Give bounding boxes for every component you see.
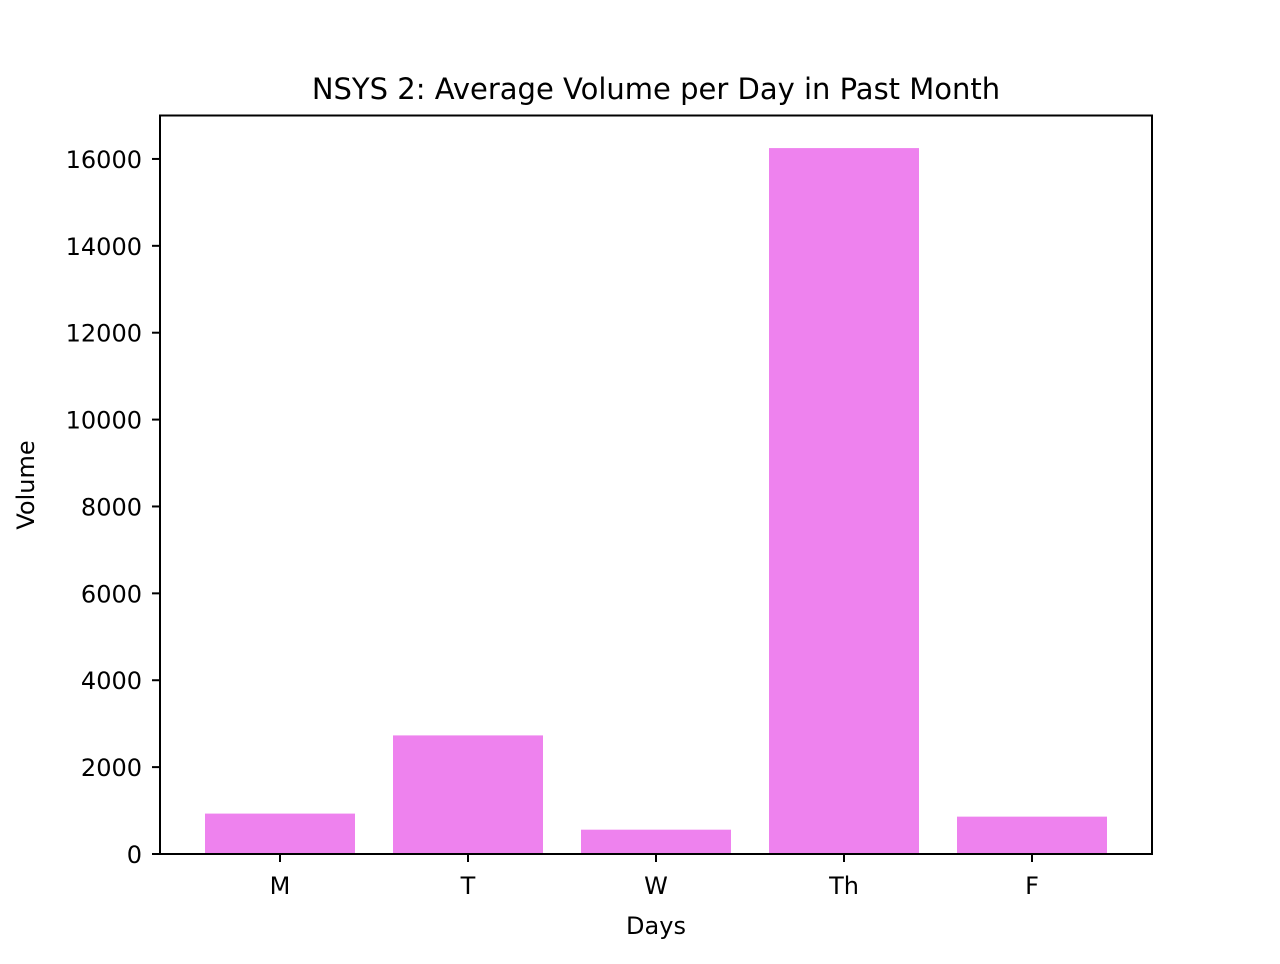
x-tick-label: M: [270, 872, 291, 900]
bar-Th: [769, 148, 919, 855]
y-tick-label: 12000: [66, 320, 142, 348]
y-tick-label: 2000: [81, 754, 142, 782]
y-tick-label: 10000: [66, 407, 142, 435]
bar-W: [581, 829, 731, 854]
y-tick-label: 6000: [81, 580, 142, 608]
x-tick-label: W: [644, 872, 668, 900]
x-axis-label: Days: [626, 912, 686, 940]
y-axis-label: Volume: [12, 440, 40, 529]
ticks-layer: M T W Th F 0 2000 4000 6000 8000 10000 12000 14000 16…: [66, 146, 1039, 900]
y-tick-label: 8000: [81, 493, 142, 521]
bar-M: [205, 813, 355, 854]
bar-F: [957, 816, 1107, 854]
y-tick-label: 16000: [66, 146, 142, 174]
y-tick-label: 14000: [66, 233, 142, 261]
chart-title: NSYS 2: Average Volume per Day in Past M…: [312, 72, 1000, 106]
plot-area-frame: [159, 114, 1153, 855]
y-tick-label: 0: [127, 841, 142, 869]
x-tick-label: T: [460, 872, 476, 900]
x-tick-label: F: [1025, 872, 1039, 900]
bar-T: [393, 735, 543, 854]
x-tick-label: Th: [828, 872, 859, 900]
y-tick-label: 4000: [81, 667, 142, 695]
bars-layer: [205, 148, 1107, 855]
